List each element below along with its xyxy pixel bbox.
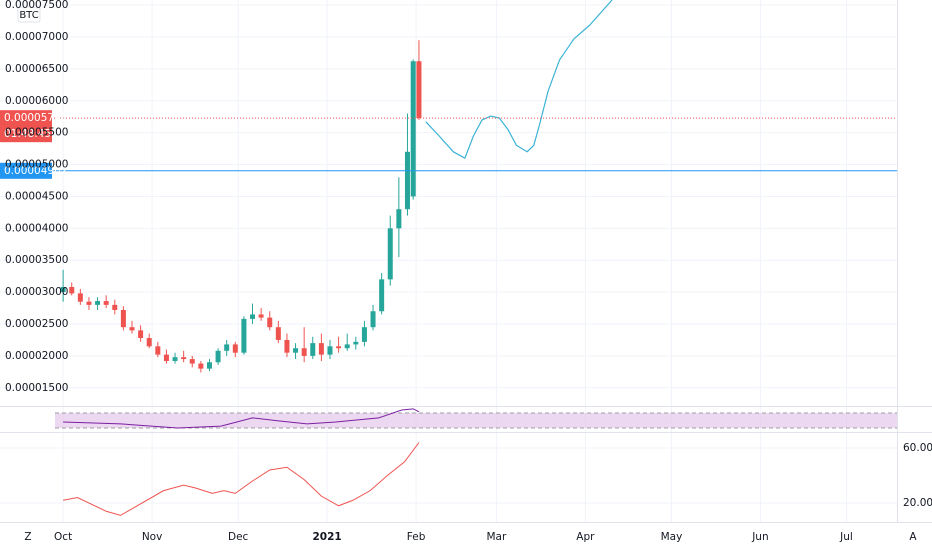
candle-body: [241, 318, 247, 353]
candle-body: [336, 346, 342, 349]
candle-body: [198, 363, 204, 369]
y-tick-label: 60.00: [903, 442, 932, 454]
x-tick-label: Mar: [487, 531, 507, 543]
candle-body: [410, 61, 416, 197]
candle-body: [344, 344, 350, 349]
x-tick-label: Apr: [576, 531, 595, 543]
candle-body: [146, 338, 152, 347]
x-tick-label: Oct: [54, 531, 72, 543]
candle-body: [293, 348, 299, 353]
candle-body: [129, 327, 135, 331]
last-price-box: [0, 110, 52, 143]
candle-body: [301, 348, 307, 356]
candle-body: [379, 279, 385, 312]
candle-body: [396, 209, 402, 229]
x-tick-label: Jul: [839, 531, 853, 543]
candle-body: [189, 359, 195, 364]
candle-body: [361, 327, 367, 342]
overlay: 0.00004902 0.00005727 01:48:45: [0, 110, 67, 179]
indicator-line: [63, 408, 420, 429]
countdown: 01:48:45: [4, 128, 51, 140]
x-tick-label: 2021: [313, 531, 342, 543]
candle-body: [232, 344, 238, 353]
y-tick-label: 0.00003000: [5, 286, 68, 298]
candle-body: [318, 343, 324, 355]
candle-body: [95, 301, 101, 305]
candle-body: [86, 301, 92, 305]
band: [55, 412, 897, 428]
main-pane: [0, 0, 897, 373]
candle-body: [120, 309, 126, 328]
horizontal-line-label: 0.00004902: [4, 165, 67, 177]
candle-body: [215, 350, 221, 363]
y-tick-label: 0.00003500: [5, 254, 68, 266]
candle-body: [370, 311, 376, 328]
y-tick-label: 0.00007000: [5, 31, 68, 43]
y-tick-label: 0.00001500: [5, 382, 68, 394]
candle-body: [310, 343, 316, 356]
candle-body: [404, 151, 410, 210]
horizontal-line-label-box: [0, 162, 52, 179]
symbol-box[interactable]: [17, 6, 41, 23]
candle-body: [155, 346, 161, 355]
y-tick-label: 0.00006000: [5, 95, 68, 107]
candle-body: [206, 362, 212, 369]
candle-body: [69, 287, 75, 294]
panes: [55, 408, 897, 516]
candle-body: [267, 317, 273, 328]
y-tick-label: 0.00004500: [5, 190, 68, 202]
y-tick-label: 0.00006500: [5, 63, 68, 75]
trend-drawing: [425, 0, 613, 159]
candle-body: [284, 339, 290, 353]
candle-body: [387, 228, 393, 280]
candle-body: [172, 357, 178, 361]
y-tick-label: 0.00004000: [5, 222, 68, 234]
auto-scale-button[interactable]: A: [909, 531, 917, 543]
candle-body: [224, 344, 230, 351]
x-tick-label: May: [661, 531, 683, 543]
candle-body: [60, 287, 66, 293]
zoom-button[interactable]: Z: [24, 531, 31, 543]
y-tick-label: 20.00: [903, 497, 932, 509]
x-tick-label: Feb: [407, 531, 426, 543]
y-tick-label: 0.00002500: [5, 318, 68, 330]
candle-body: [416, 61, 422, 118]
last-price-label: 0.00005727: [4, 112, 67, 124]
candle-body: [138, 330, 144, 339]
candle-body: [163, 354, 169, 361]
candle-body: [77, 293, 83, 302]
candle-body: [327, 346, 333, 355]
symbol: BTC: [19, 10, 38, 21]
y-tick-label: 0.00002000: [5, 350, 68, 362]
candle-body: [353, 341, 359, 345]
y-tick-label: 0.00005500: [5, 127, 68, 139]
candle-body: [103, 301, 109, 305]
x-tick-label: Dec: [228, 531, 249, 543]
indicator-line: [63, 442, 420, 516]
candle-body: [258, 314, 264, 318]
candle-body: [275, 327, 281, 340]
candle-body: [181, 357, 187, 360]
y-tick-label: 0.00005000: [5, 159, 68, 171]
grid: [0, 0, 897, 522]
candle-body: [112, 304, 118, 310]
x-tick-label: Nov: [142, 531, 163, 543]
x-tick-label: Jun: [751, 531, 768, 543]
y-tick-label: 0.00007500: [5, 0, 68, 11]
candle-body: [250, 314, 256, 319]
